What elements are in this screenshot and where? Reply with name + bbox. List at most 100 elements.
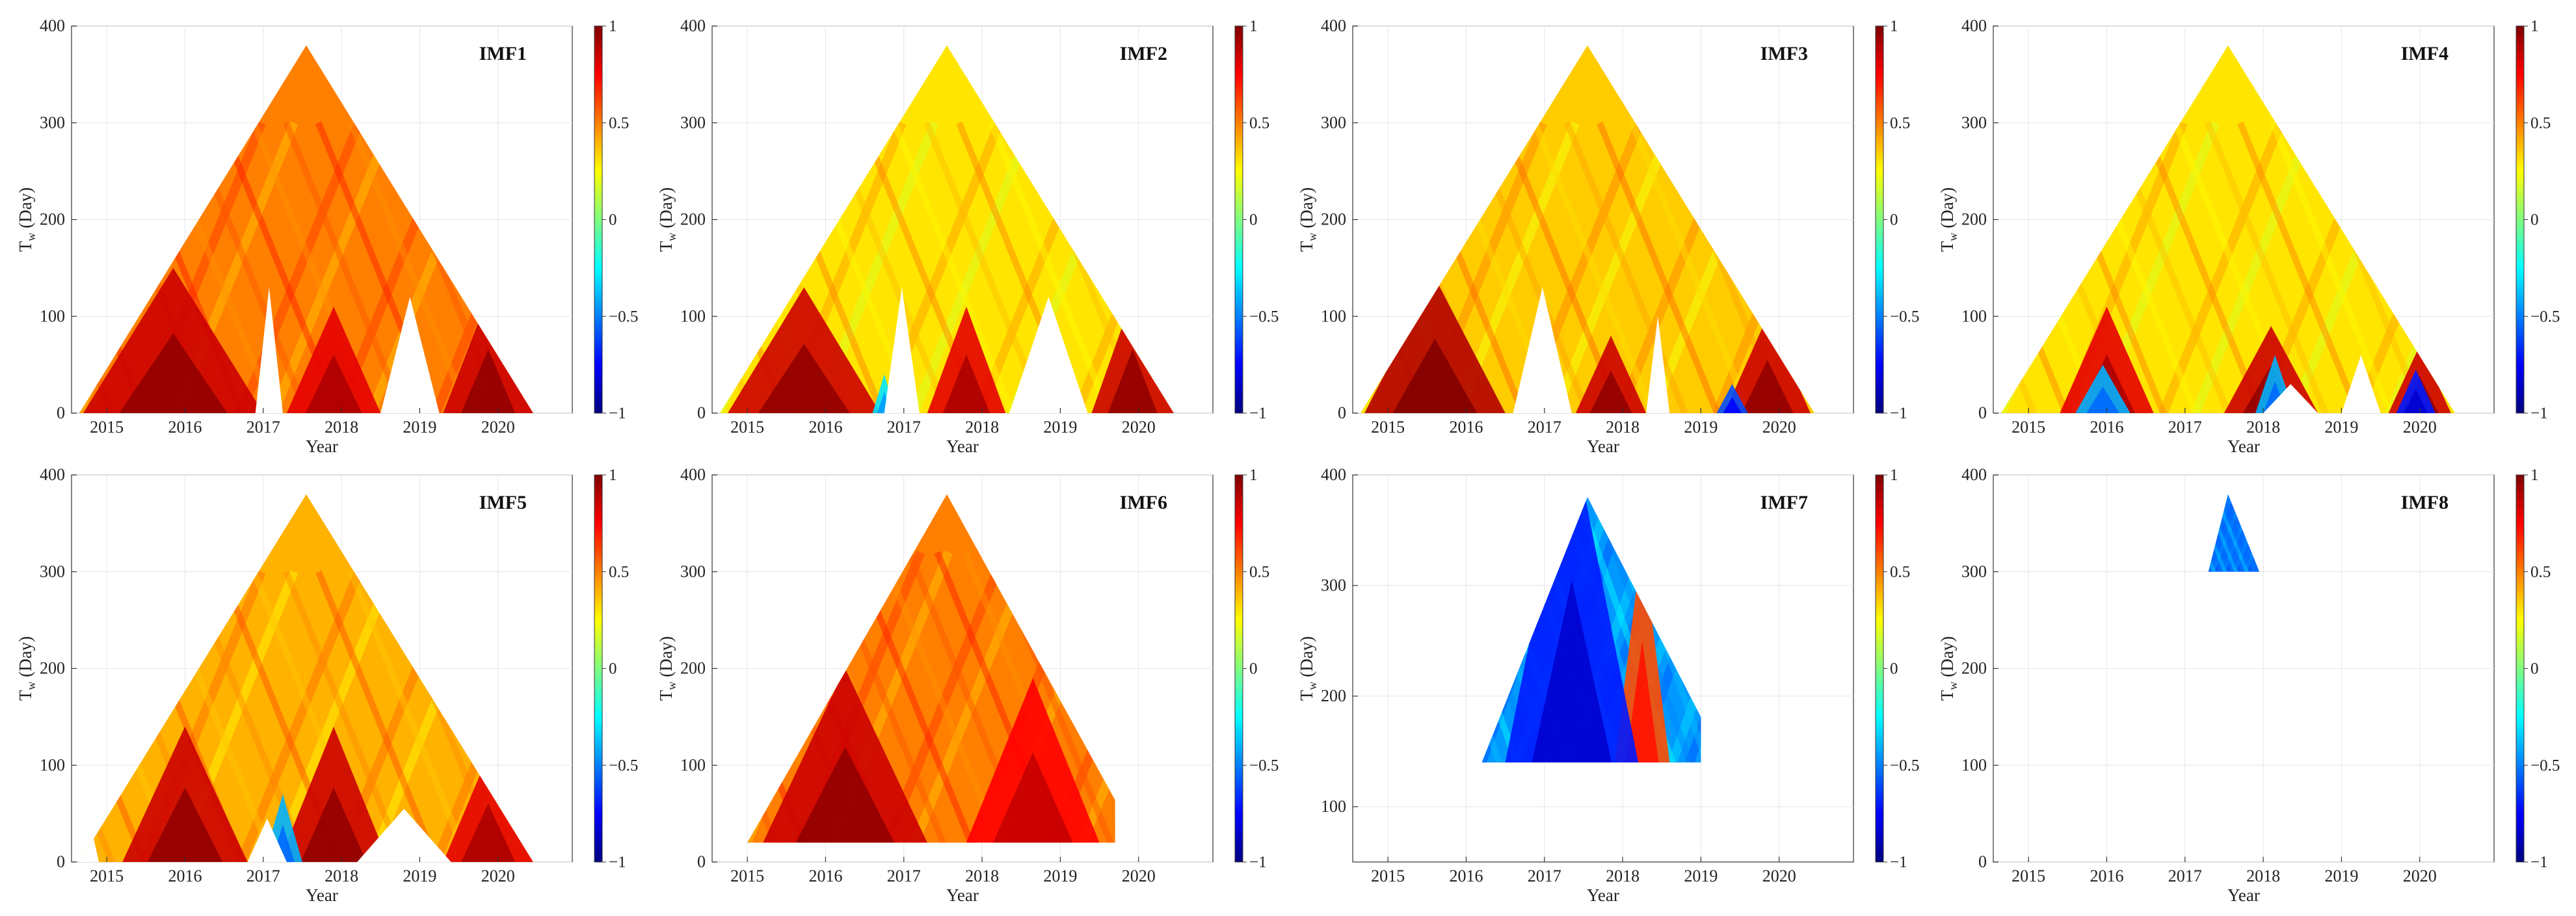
x-tick-label: 2016 (168, 867, 202, 885)
heatmap-stripe (845, 121, 972, 413)
heatmap-stripe (1078, 550, 1115, 843)
heatmap-stripe (2001, 121, 2004, 413)
panel-title: IMF3 (1760, 43, 1808, 64)
y-axis-label-sub: w (665, 682, 678, 690)
colorbar-tick-label: −0.5 (1890, 308, 1919, 325)
colorbar-tick-label: −0.5 (609, 757, 638, 774)
x-tick-label: 2019 (403, 867, 436, 885)
panel-imf3: 0 100 200 300 400 2015 2016 2017 2018 2019 2020 Yea… (1297, 16, 1919, 456)
y-tick-label: 400 (680, 465, 706, 484)
x-tick-label: 2015 (1371, 418, 1405, 437)
y-tick-label: 100 (40, 755, 65, 774)
heatmap-stripe (283, 570, 407, 862)
y-axis-label-main: T (1297, 690, 1316, 701)
heatmap-core (2086, 386, 2119, 413)
heatmap-core (119, 333, 228, 413)
x-axis-label: Year (946, 437, 979, 456)
y-tick-label: 400 (1961, 465, 1987, 484)
colorbar-tick-label: 1 (1249, 18, 1258, 35)
y-axis-label-tail: (Day) (1297, 636, 1316, 682)
panel-imf1: 0 100 200 300 400 2015 2016 2017 2018 2019 2020 Yea… (16, 16, 638, 456)
heatmap-stripe (1629, 121, 1753, 413)
panel-imf2: 0 100 200 300 400 2015 2016 2017 2018 2019 2020 Yea… (656, 16, 1279, 456)
y-axis-label: Tw (Day) (1297, 636, 1319, 701)
x-tick-label: 2019 (2324, 867, 2358, 885)
heatmap-stripe (2140, 121, 2264, 413)
colorbar-tick-label: −0.5 (1249, 757, 1279, 774)
x-axis-label: Year (306, 885, 338, 905)
panel-title: IMF2 (1120, 43, 1167, 64)
heatmap-stripe (2205, 121, 2329, 413)
y-tick-label: 200 (40, 210, 65, 229)
colorbar-tick-label: −1 (609, 854, 626, 871)
colorbar-tick-label: −0.5 (1890, 757, 1919, 774)
panel-title: IMF8 (2401, 492, 2449, 513)
heatmap-stripe (747, 551, 806, 843)
y-axis-label-sub: w (1306, 682, 1319, 690)
heatmap-stripe (1651, 497, 1701, 762)
y-axis-label-main: T (656, 241, 676, 252)
x-tick-label: 2016 (1449, 418, 1483, 437)
heatmap-gap (255, 287, 283, 413)
x-tick-label: 2020 (481, 867, 515, 885)
colorbar (2516, 25, 2525, 414)
x-tick-label: 2020 (2403, 418, 2437, 437)
heatmap-stripe (923, 121, 1048, 413)
x-axis-label: Year (2227, 437, 2260, 456)
y-tick-label: 200 (1961, 659, 1987, 678)
heatmap-stripe (2208, 494, 2244, 572)
y-tick-label: 0 (697, 403, 706, 422)
y-axis-label-tail: (Day) (16, 636, 35, 682)
heatmap-core (1741, 360, 1794, 413)
colorbar-tick-label: 0 (1890, 211, 1898, 229)
colorbar-tick-label: 0.5 (1249, 114, 1269, 132)
y-tick-label: 200 (40, 659, 65, 678)
colorbar-tick-label: −0.5 (1249, 308, 1279, 325)
x-tick-label: 2016 (808, 867, 842, 885)
colorbar-tick-label: 1 (609, 18, 617, 35)
y-axis-label-main: T (16, 690, 35, 701)
x-tick-label: 2020 (481, 418, 515, 437)
colorbar-tick-label: −1 (2530, 854, 2548, 871)
x-tick-label: 2019 (1043, 418, 1077, 437)
colorbar-tick-label: 0 (1249, 211, 1258, 229)
colorbar-tick-label: 0.5 (1890, 114, 1910, 132)
colorbar (1875, 25, 1884, 414)
y-tick-label: 200 (1961, 210, 1987, 229)
colorbar-tick-label: 0 (609, 660, 617, 678)
panel-title: IMF4 (2401, 43, 2449, 64)
heatmap-core (147, 787, 223, 862)
heatmap-core (942, 355, 990, 413)
y-tick-label: 300 (1961, 562, 1987, 581)
y-axis-label: Tw (Day) (1937, 187, 1959, 252)
panel-imf7: 100 200 300 400 2015 2016 2017 2018 2019 2020 Year… (1297, 465, 1919, 905)
heatmap-core (795, 746, 895, 843)
heatmap-imf7 (1481, 497, 1701, 762)
y-tick-label: 100 (680, 306, 706, 325)
y-tick-label: 100 (1961, 306, 1987, 325)
heatmap-stripe (2208, 494, 2259, 572)
y-tick-label: 300 (40, 113, 65, 132)
heatmap-stripe (204, 570, 331, 862)
y-axis-label: Tw (Day) (16, 636, 38, 701)
y-tick-label: 100 (680, 755, 706, 774)
colorbar-tick-label: 0.5 (2530, 114, 2551, 132)
colorbar-tick-label: −1 (1249, 405, 1267, 422)
panel-title: IMF7 (1760, 492, 1808, 513)
x-tick-label: 2015 (1371, 867, 1405, 885)
heatmap-stripe (1481, 497, 1537, 762)
heatmap-core (1589, 370, 1632, 413)
x-tick-label: 2019 (1684, 867, 1718, 885)
y-axis-label-sub: w (25, 233, 38, 241)
heatmap-core (992, 752, 1073, 843)
x-tick-label: 2015 (90, 418, 124, 437)
x-tick-label: 2016 (2090, 418, 2123, 437)
y-axis-label: Tw (Day) (656, 187, 678, 252)
heatmap-core (305, 355, 362, 413)
heatmap-stripe (2208, 494, 2248, 572)
heatmap-core (758, 344, 850, 413)
x-tick-label: 2017 (887, 418, 921, 437)
heatmap-stripe (878, 551, 1002, 843)
y-axis-label-sub: w (1946, 233, 1959, 241)
colorbar-tick-label: 0 (1249, 660, 1258, 678)
